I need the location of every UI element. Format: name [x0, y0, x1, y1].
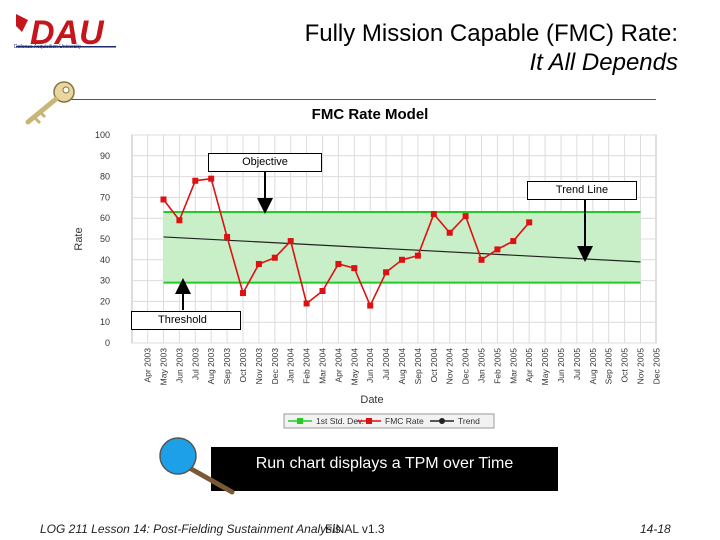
x-tick-label: Feb 2004	[302, 348, 312, 384]
y-tick-label: 60	[100, 213, 110, 223]
x-tick-label: Aug 2003	[206, 348, 216, 385]
slide-subtitle: It All Depends	[529, 49, 678, 76]
trend-line	[163, 236, 641, 263]
y-tick-label: 10	[100, 317, 110, 327]
footer-version: FINAL v1.3	[325, 522, 385, 536]
x-tick-label: Apr 2003	[143, 348, 153, 383]
x-tick-label: Jul 2005	[572, 348, 582, 380]
fmc-rate-point	[176, 217, 183, 224]
fmc-rate-point	[367, 302, 374, 309]
y-tick-label: 70	[100, 192, 110, 202]
fmc-rate-point	[510, 238, 517, 245]
y-tick-label: 30	[100, 276, 110, 286]
legend-marker	[297, 418, 303, 424]
fmc-rate-chart: FMC Rate Model 0 10 20 30 40 50 60 70 80 90 100 Rate…	[73, 106, 661, 429]
x-tick-label: Apr 2005	[524, 348, 534, 383]
x-tick-label: Sep 2005	[604, 348, 614, 385]
fmc-rate-point	[287, 238, 294, 245]
threshold-callout: Threshold	[131, 311, 241, 330]
x-tick-label: Dec 2003	[270, 348, 280, 385]
fmc-rate-point	[255, 260, 262, 267]
x-tick-label: Nov 2003	[254, 348, 264, 385]
legend-label: FMC Rate	[385, 416, 424, 426]
x-tick-label: Nov 2004	[445, 348, 455, 385]
fmc-rate-point	[478, 256, 485, 263]
fmc-rate-point	[383, 269, 390, 276]
footer-course: LOG 211 Lesson 14: Post-Fielding Sustain…	[40, 522, 341, 536]
key-icon	[25, 81, 75, 125]
fmc-rate-point	[192, 177, 199, 184]
fmc-rate-point	[224, 233, 231, 240]
legend-marker	[439, 418, 445, 424]
trend-line-callout: Trend Line	[527, 181, 637, 200]
y-tick-label: 20	[100, 296, 110, 306]
fmc-rate-line	[162, 177, 530, 308]
chart-legend: 1st Std. Dev. FMC Rate Trend	[283, 413, 495, 429]
legend-label: 1st Std. Dev.	[316, 416, 364, 426]
fmc-rate-point	[319, 288, 326, 294]
x-tick-label: Apr 2004	[333, 348, 343, 383]
x-tick-label: Aug 2004	[397, 348, 407, 385]
x-tick-label: May 2003	[159, 348, 169, 386]
fmc-rate-point	[271, 254, 278, 261]
chart-title: FMC Rate Model	[312, 106, 429, 123]
fmc-rate-point	[526, 219, 533, 226]
x-tick-label: Jan 2005	[477, 348, 487, 383]
x-tick-label: May 2005	[540, 348, 550, 386]
fmc-rate-point	[335, 260, 342, 267]
legend-marker	[366, 418, 372, 424]
x-tick-label: Jun 2004	[365, 348, 375, 383]
slide-title: Fully Mission Capable (FMC) Rate:	[304, 20, 678, 47]
y-tick-label: 0	[105, 338, 110, 348]
y-tick-label: 90	[100, 151, 110, 161]
x-tick-label: Aug 2005	[588, 348, 598, 385]
fmc-rate-point	[446, 229, 453, 236]
y-tick-label: 80	[100, 172, 110, 182]
x-tick-label: May 2004	[349, 348, 359, 386]
fmc-rate-point	[303, 300, 310, 307]
fmc-rate-point	[462, 213, 469, 220]
fmc-rate-point	[414, 252, 421, 259]
x-tick-label: Jan 2004	[286, 348, 296, 383]
x-tick-label: Jun 2003	[174, 348, 184, 383]
magnifier-icon	[159, 437, 235, 495]
caption-banner: Run chart displays a TPM over Time	[211, 447, 558, 491]
x-tick-label: Dec 2005	[651, 348, 661, 385]
x-tick-label: Jul 2004	[381, 348, 391, 380]
std-dev-band	[163, 211, 641, 283]
x-tick-label: Sep 2003	[222, 348, 232, 385]
x-tick-label: Jun 2005	[556, 348, 566, 383]
fmc-rate-point	[494, 246, 501, 253]
x-tick-label: Oct 2005	[620, 348, 630, 383]
y-axis-label: Rate	[73, 227, 85, 250]
fmc-rate-point	[399, 256, 405, 263]
fmc-rate-point	[240, 290, 246, 297]
x-tick-label: Mar 2005	[508, 348, 518, 384]
logo-lettering: DAU	[30, 14, 105, 52]
logo-subtext: Defense Acquisition University	[14, 44, 82, 50]
fmc-rate-point	[430, 211, 437, 218]
fmc-rate-point	[351, 265, 358, 272]
x-tick-label: Dec 2004	[461, 348, 471, 385]
x-tick-label: Sep 2004	[413, 348, 423, 385]
legend-box	[283, 413, 495, 429]
x-tick-label: Mar 2004	[318, 348, 328, 384]
dau-logo: DAU	[16, 14, 116, 52]
y-tick-label: 40	[100, 255, 110, 265]
x-tick-label: Oct 2003	[238, 348, 248, 383]
footer-page-number: 14-18	[640, 522, 671, 536]
x-tick-label: Oct 2004	[429, 348, 439, 383]
fmc-rate-point	[160, 196, 167, 203]
title-divider	[70, 99, 656, 100]
y-tick-label: 50	[100, 234, 110, 244]
x-tick-label: Jul 2003	[190, 348, 200, 380]
x-tick-label: Feb 2005	[492, 348, 502, 384]
y-tick-label: 100	[95, 130, 110, 140]
fmc-rate-point	[208, 175, 215, 182]
legend-label: Trend	[458, 416, 480, 426]
x-tick-label: Nov 2005	[636, 348, 646, 385]
x-axis-label: Date	[360, 394, 383, 406]
